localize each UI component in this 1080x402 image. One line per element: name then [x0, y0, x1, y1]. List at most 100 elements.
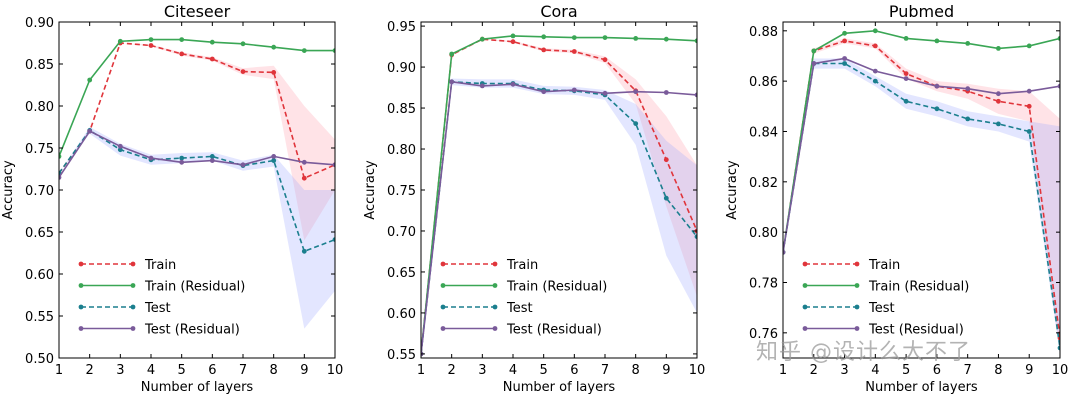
series-line-test-residual — [421, 80, 697, 354]
data-point — [602, 35, 608, 40]
data-point — [571, 87, 577, 93]
data-point — [996, 91, 1001, 97]
data-point — [872, 43, 878, 49]
legend-label: Test (Residual) — [144, 323, 240, 338]
data-point — [694, 92, 697, 98]
y-tick-label: 0.80 — [387, 143, 416, 158]
data-point — [1026, 43, 1032, 49]
series-line-train-residual — [421, 35, 697, 354]
series-line-train-residual — [59, 38, 335, 157]
data-point — [872, 68, 878, 74]
x-tick-label: 6 — [208, 363, 216, 378]
data-point — [301, 48, 307, 53]
data-point — [271, 70, 277, 75]
series-line-train — [421, 38, 697, 354]
data-point — [872, 78, 878, 84]
y-tick-label: 0.80 — [25, 100, 54, 115]
chart-panel-cora: 1 2 3 4 5 6 7 8 9 10 0.55 0.60 0.65 0.70 0.75 0.80 0.85 0… — [363, 2, 705, 395]
legend-label: Train (Residual) — [506, 280, 607, 295]
legend-marker — [440, 326, 446, 331]
legend-marker — [492, 326, 498, 331]
y-tick-label: 0.70 — [387, 225, 416, 240]
chart-panel-citeseer: 1 2 3 4 5 6 7 8 9 10 0.50 0.55 0.60 0.65 0.70 0.75 0.80 0… — [1, 2, 343, 395]
legend-marker — [130, 283, 136, 288]
data-point — [541, 47, 547, 53]
data-point — [1026, 88, 1032, 94]
y-tick-label: 0.86 — [749, 75, 778, 90]
legend: Train Train (Residual) Test Test (Residual) — [440, 258, 607, 338]
legend-marker — [78, 326, 84, 331]
data-point — [541, 34, 547, 40]
band-test — [59, 127, 335, 329]
x-tick-label: 7 — [239, 363, 247, 378]
data-point — [541, 89, 547, 95]
data-point — [996, 98, 1001, 104]
data-point — [301, 248, 307, 254]
axes-frame — [782, 21, 1061, 359]
x-tick-label: 9 — [662, 363, 670, 378]
legend-marker — [802, 283, 808, 288]
x-tick-label: 3 — [840, 363, 848, 378]
y-tick-label: 0.80 — [749, 226, 778, 241]
data-point — [117, 38, 123, 44]
data-point — [301, 159, 307, 165]
data-point — [965, 86, 971, 92]
x-tick-label: 2 — [448, 363, 456, 378]
chart-title: Cora — [540, 2, 577, 21]
x-tick-label: 2 — [810, 363, 818, 378]
legend-marker — [492, 304, 498, 310]
data-point — [510, 81, 516, 87]
x-tick-label: 8 — [994, 363, 1002, 378]
data-point — [934, 83, 940, 89]
legend-label: Train — [868, 258, 900, 273]
data-point — [301, 175, 307, 181]
data-point — [59, 175, 62, 180]
data-point — [903, 76, 909, 81]
x-tick-label: 10 — [1052, 363, 1069, 378]
data-point — [449, 51, 455, 57]
legend-label: Test (Residual) — [868, 323, 964, 338]
legend: Train Train (Residual) Test Test (Residual) — [802, 258, 969, 338]
y-tick-label: 0.65 — [25, 226, 54, 241]
series-line-train-residual — [783, 29, 1060, 253]
series-line-test-residual — [783, 57, 1060, 253]
chart-title: Citeseer — [164, 2, 231, 21]
legend-label: Train (Residual) — [868, 280, 969, 295]
data-point — [842, 38, 847, 44]
data-point — [148, 37, 154, 42]
x-tick-label: 5 — [540, 363, 548, 378]
legend-marker — [854, 283, 860, 288]
data-point — [148, 155, 154, 161]
x-tick-label: 8 — [270, 363, 278, 378]
data-point — [694, 38, 697, 44]
y-tick-label: 0.90 — [387, 61, 416, 76]
y-axis-label: Accuracy — [725, 160, 740, 220]
data-point — [59, 154, 62, 159]
data-point — [903, 71, 909, 76]
legend-label: Test — [506, 301, 533, 316]
legend-label: Test — [144, 301, 171, 316]
data-point — [842, 30, 847, 36]
legend-label: Test — [868, 301, 895, 316]
data-point — [209, 158, 215, 164]
data-point — [179, 155, 185, 161]
data-point — [811, 61, 817, 66]
data-point — [1057, 36, 1060, 41]
band-train — [59, 43, 335, 241]
data-point — [934, 106, 940, 112]
legend-label: Train — [506, 258, 538, 273]
band-train — [783, 38, 1060, 354]
data-point — [510, 39, 516, 45]
data-point — [179, 51, 185, 57]
legend: Train Train (Residual) Test Test (Residual) — [78, 258, 245, 338]
data-point — [449, 79, 455, 85]
data-point — [903, 36, 909, 41]
data-point — [602, 57, 608, 63]
data-point — [332, 48, 335, 53]
x-tick-label: 3 — [116, 363, 124, 378]
x-tick-label: 8 — [632, 363, 640, 378]
x-tick-label: 9 — [300, 363, 308, 378]
y-tick-label: 0.75 — [387, 184, 416, 199]
data-point — [663, 36, 669, 42]
